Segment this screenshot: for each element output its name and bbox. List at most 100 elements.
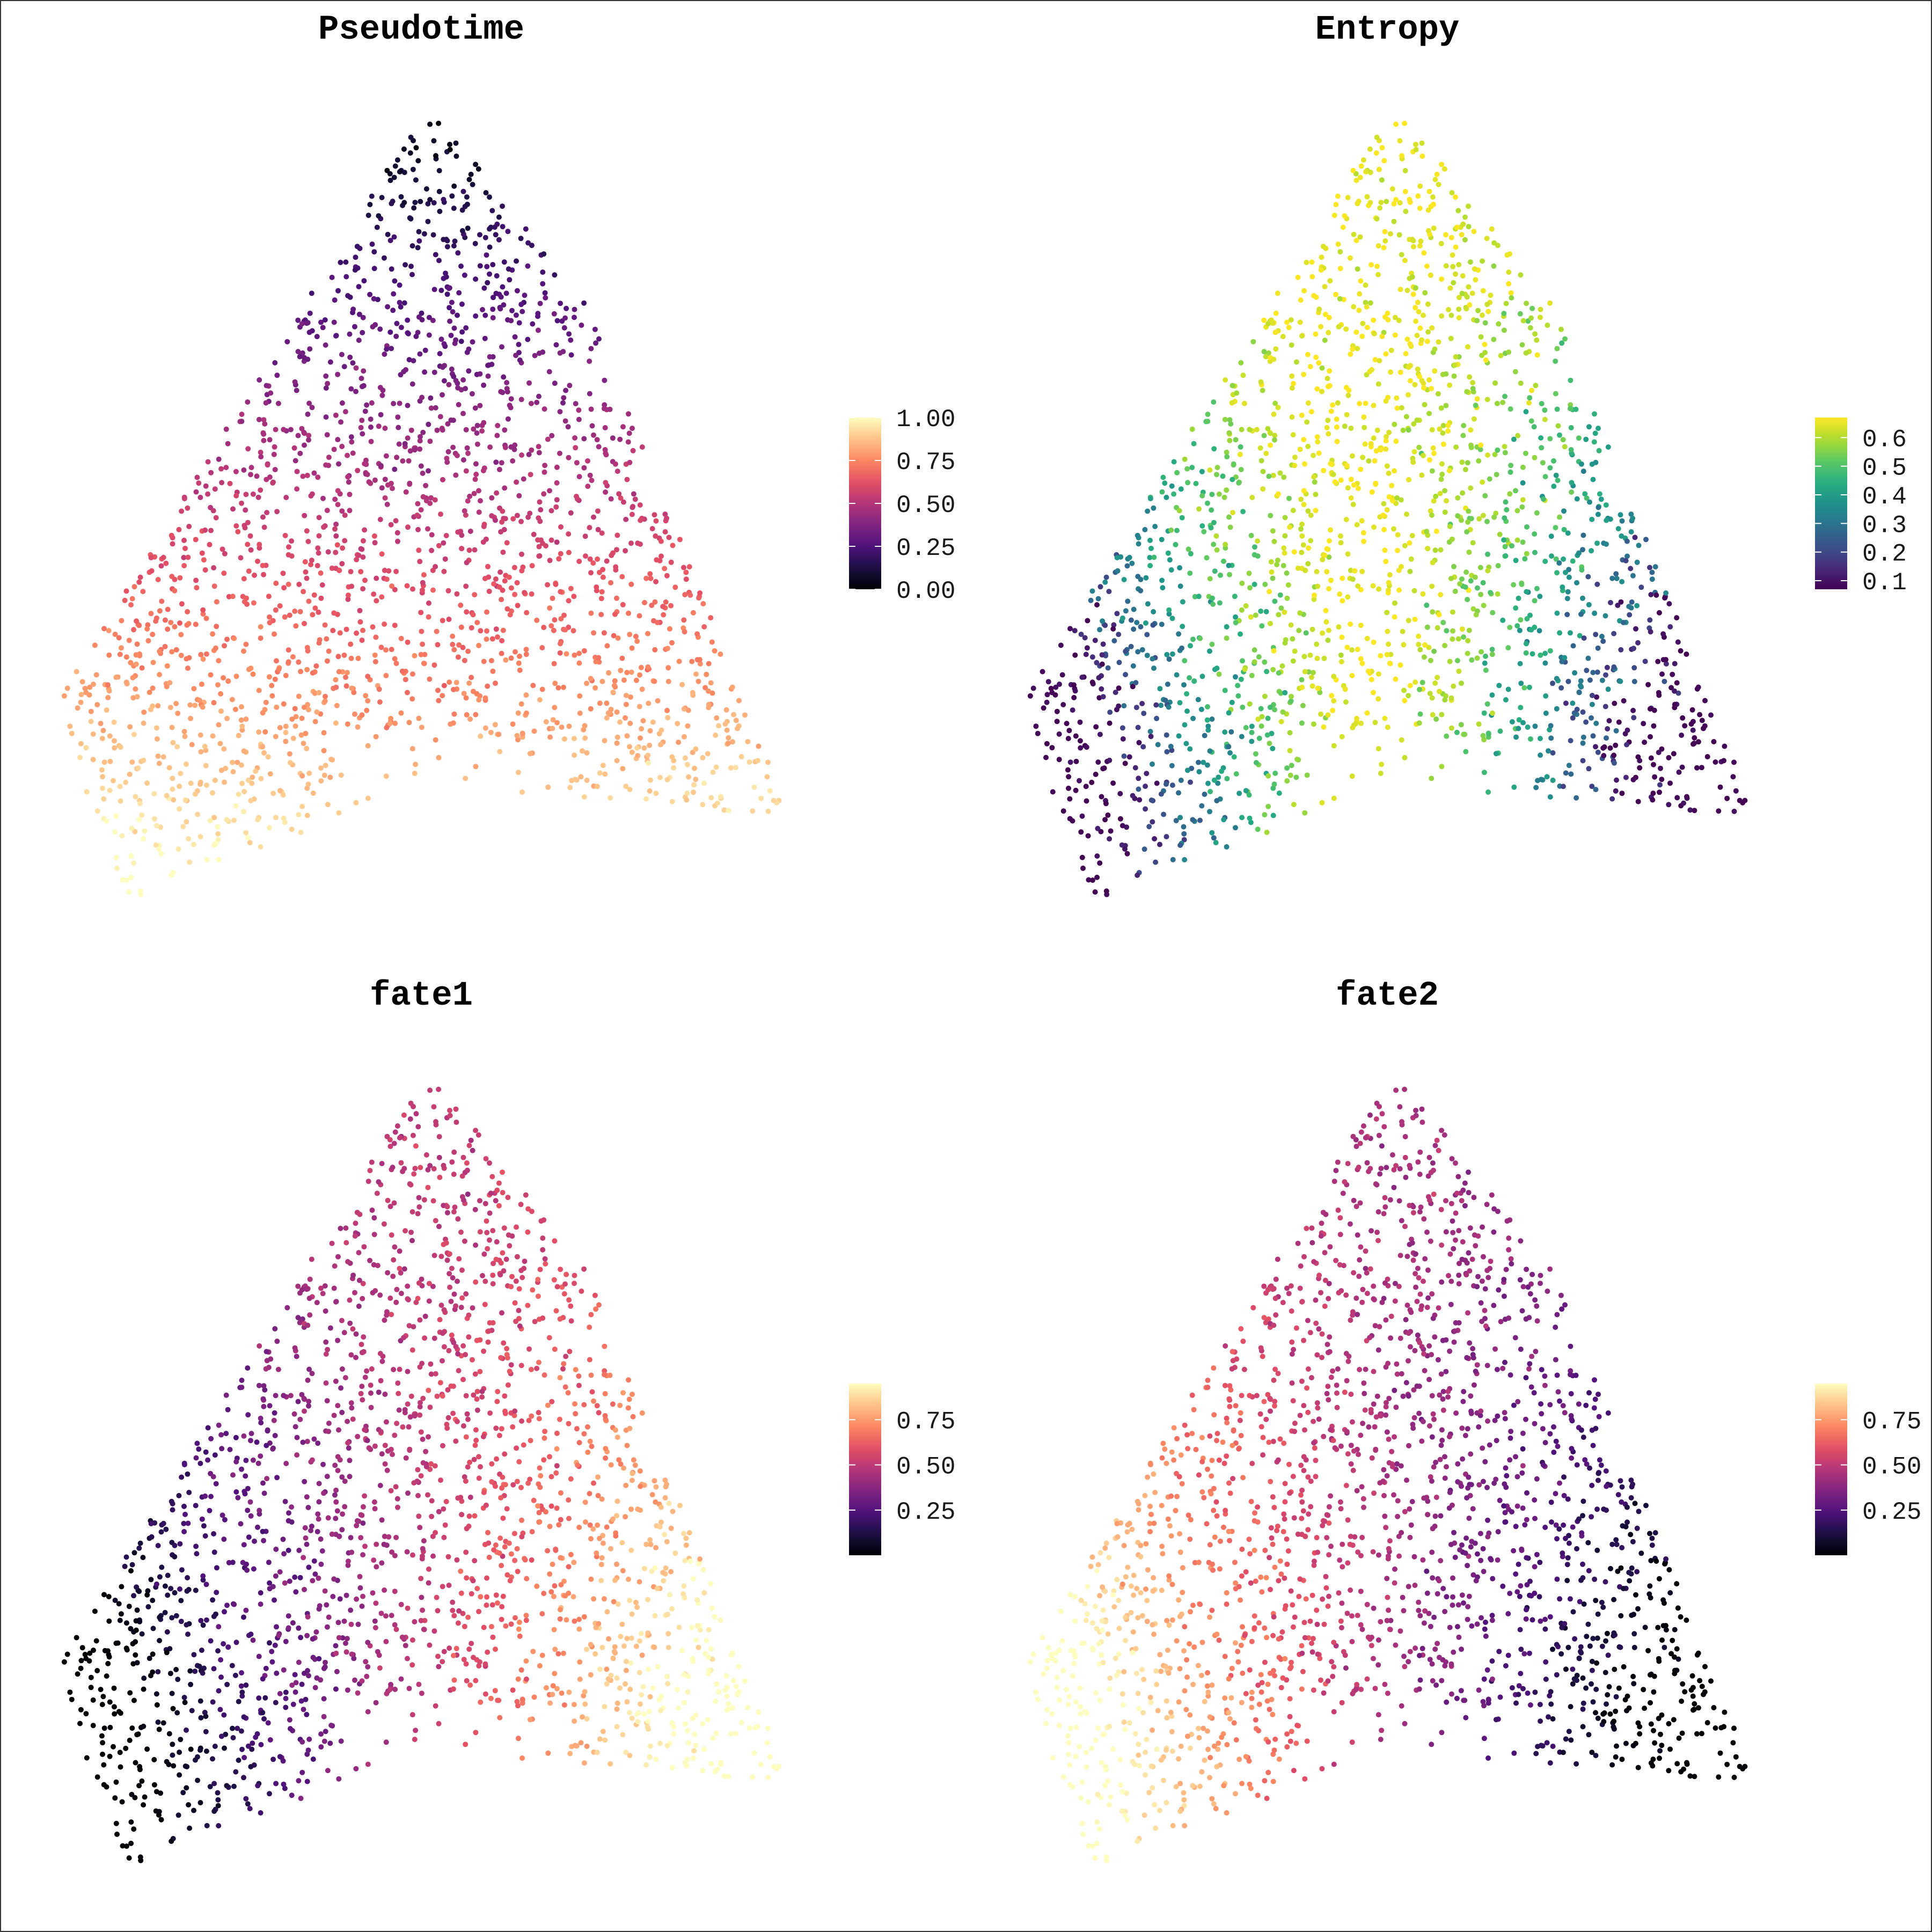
scatter-point (518, 1667, 524, 1673)
scatter-point (464, 712, 470, 718)
scatter-point (1323, 619, 1329, 625)
scatter-point (1223, 541, 1228, 547)
colorbar-tick-label: 0.5 (1862, 455, 1907, 482)
scatter-point (409, 1238, 415, 1243)
scatter-point (1333, 291, 1339, 297)
scatter-point (1503, 697, 1509, 702)
scatter-point (286, 1613, 291, 1619)
scatter-point (339, 400, 345, 406)
scatter-point (430, 1284, 436, 1290)
scatter-point (283, 723, 289, 729)
scatter-point (1170, 857, 1176, 862)
scatter-point (347, 331, 353, 337)
scatter-point (450, 1599, 456, 1605)
scatter-point (305, 411, 311, 417)
scatter-point (336, 568, 342, 574)
scatter-point (620, 602, 626, 608)
scatter-point (502, 578, 508, 584)
scatter-point (389, 1613, 394, 1619)
scatter-point (765, 1725, 771, 1731)
scatter-point (1393, 676, 1399, 682)
scatter-point (1272, 437, 1277, 443)
scatter-point (304, 1751, 310, 1757)
scatter-point (658, 1693, 664, 1699)
scatter-point (394, 1286, 400, 1292)
scatter-point (202, 1533, 208, 1539)
scatter-point (324, 432, 330, 438)
scatter-point (1690, 727, 1696, 733)
scatter-point (419, 1690, 425, 1696)
scatter-point (1633, 626, 1638, 632)
scatter-point (1679, 733, 1685, 738)
scatter-point (88, 719, 94, 724)
scatter-point (724, 1693, 730, 1699)
scatter-point (1094, 602, 1100, 608)
scatter-point (436, 1721, 442, 1726)
scatter-point (258, 624, 264, 630)
colorbar-tick-label: 0.25 (896, 535, 955, 562)
scatter-point (1249, 729, 1255, 735)
scatter-point (619, 574, 625, 580)
scatter-point (1406, 618, 1411, 624)
scatter-point (588, 346, 594, 352)
scatter-point (101, 1725, 107, 1731)
scatter-point (1590, 733, 1596, 739)
scatter-point (210, 631, 216, 637)
scatter-point (331, 319, 337, 325)
scatter-point (1468, 444, 1474, 450)
scatter-point (1453, 444, 1459, 450)
scatter-point (1462, 237, 1468, 243)
scatter-point (1304, 260, 1309, 265)
scatter-point (378, 645, 384, 650)
scatter-point (1226, 562, 1232, 568)
scatter-point (1086, 877, 1092, 883)
scatter-point (1345, 392, 1351, 398)
scatter-point (1584, 495, 1590, 501)
scatter-point (1456, 306, 1462, 312)
scatter-point (129, 1562, 135, 1568)
scatter-point (243, 492, 249, 497)
scatter-point (587, 525, 592, 531)
scatter-point (1604, 664, 1610, 670)
scatter-point (437, 1174, 443, 1180)
scatter-point (423, 1448, 429, 1454)
scatter-point (1083, 652, 1089, 657)
scatter-point (536, 515, 541, 521)
scatter-point (1411, 449, 1417, 455)
scatter-point (1180, 599, 1185, 605)
scatter-point (561, 684, 566, 690)
scatter-point (403, 489, 409, 495)
scatter-point (1364, 194, 1370, 200)
scatter-point (456, 402, 462, 407)
scatter-point (1503, 553, 1509, 559)
scatter-point (701, 780, 707, 786)
scatter-point (1695, 739, 1701, 745)
scatter-point (274, 372, 280, 378)
scatter-point (182, 797, 188, 803)
scatter-point (618, 495, 624, 501)
scatter-point (529, 1209, 535, 1214)
scatter-point (200, 611, 206, 617)
scatter-point (1393, 197, 1399, 202)
scatter-point (272, 467, 278, 472)
scatter-point (623, 784, 629, 789)
scatter-point (1379, 177, 1385, 183)
scatter-point (235, 1495, 241, 1501)
scatter-point (241, 648, 246, 654)
scatter-point (566, 723, 572, 729)
scatter-point (128, 1819, 134, 1825)
scatter-point (1424, 339, 1430, 345)
scatter-point (1152, 836, 1158, 841)
scatter-point (135, 1731, 141, 1737)
scatter-point (1649, 576, 1655, 582)
scatter-point (118, 645, 124, 651)
scatter-point (1471, 416, 1477, 422)
scatter-point (354, 630, 360, 636)
scatter-point (482, 725, 488, 731)
scatter-point (581, 648, 587, 654)
scatter-point (623, 715, 628, 721)
scatter-point (277, 1690, 283, 1696)
scatter-point (385, 1270, 391, 1276)
scatter-point (1416, 633, 1422, 639)
scatter-point (1480, 580, 1486, 586)
